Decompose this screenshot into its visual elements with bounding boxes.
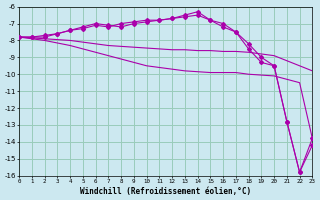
X-axis label: Windchill (Refroidissement éolien,°C): Windchill (Refroidissement éolien,°C) xyxy=(80,187,251,196)
